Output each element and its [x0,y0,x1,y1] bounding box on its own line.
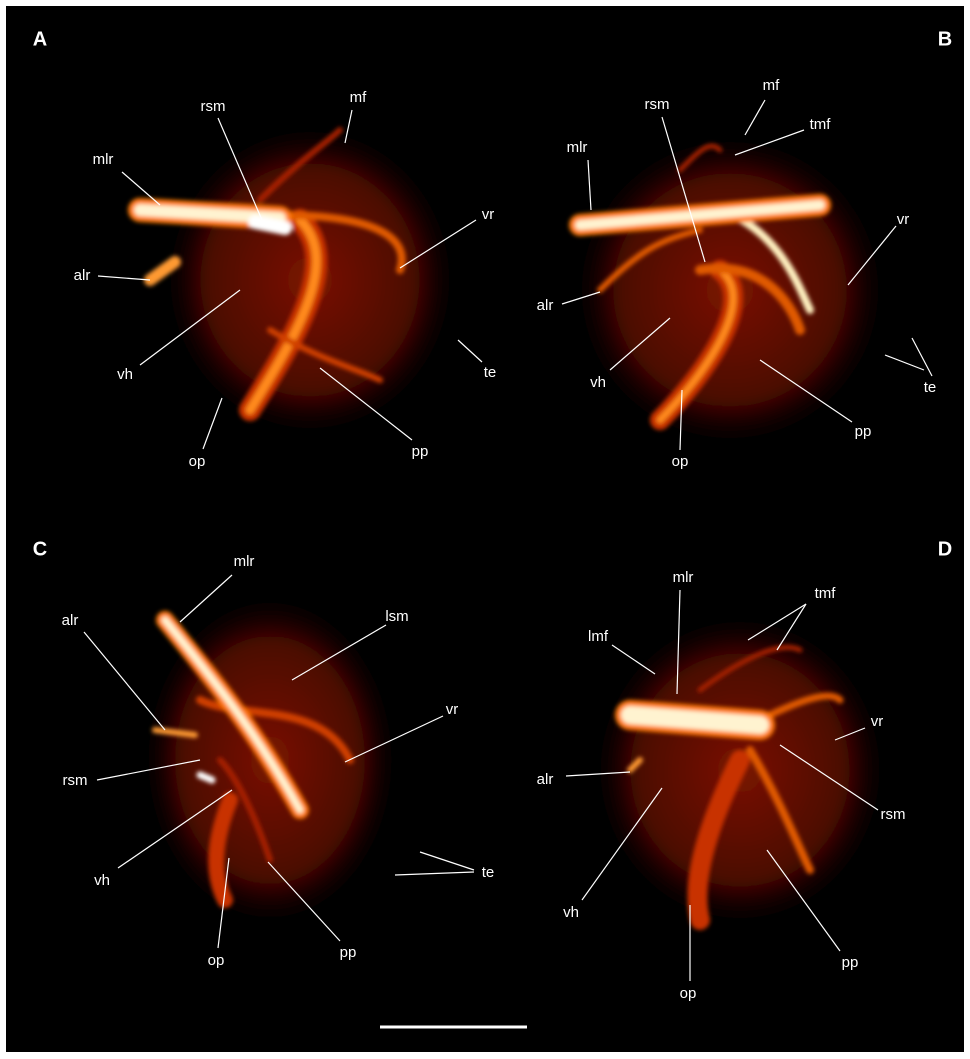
leader-line [399,219,477,269]
leader-line [766,849,841,952]
structure-label: mlr [93,151,114,168]
leader-line [759,359,853,423]
structure-label: tmf [815,585,837,602]
specimen-c [140,590,400,930]
leader-line [911,337,933,377]
leader-line [847,225,897,286]
structure-label: vh [94,872,110,889]
specimen-d [590,610,890,930]
structure-label: alr [537,297,554,314]
leader-line [734,129,805,156]
structure-label: vr [446,701,459,718]
panel-letter: D [938,538,952,560]
structure-label: mlr [673,569,694,586]
structure-label: vh [117,366,133,383]
leader-line [565,771,631,777]
structure-label: op [680,985,697,1002]
structure-label: rsm [201,98,226,115]
structure-label: pp [842,954,859,971]
structure-label: vr [897,211,910,228]
structure-label: op [208,952,225,969]
structure-label: mlr [234,553,255,570]
structure-label: te [482,864,495,881]
leader-line [319,367,413,441]
leader-line [202,397,223,450]
structure-label: te [484,364,497,381]
structure-label: vr [482,206,495,223]
panel-letter: A [33,28,47,50]
specimen-a [128,120,460,440]
structure-label: alr [537,771,554,788]
leader-line [139,289,241,366]
leader-line [83,631,166,731]
leader-line [97,275,151,281]
structure-label: op [672,453,689,470]
structure-label: vh [590,374,606,391]
leader-line [779,744,879,811]
structure-label: rsm [881,806,906,823]
leader-line [267,861,341,942]
leader-line [117,789,233,869]
panel-letter: B [938,28,952,50]
structure-label: op [189,453,206,470]
leader-line [96,759,201,781]
panel-letter: C [33,538,47,560]
leader-line [179,574,233,623]
structure-label: rsm [63,772,88,789]
leader-line [561,291,601,305]
leader-line [344,715,444,763]
leader-line [776,603,807,651]
leader-line [661,116,706,263]
leader-line [611,644,656,675]
structure-label: pp [855,423,872,440]
leader-line [581,787,663,901]
structure-label: tmf [810,116,832,133]
structure-label: mlr [567,139,588,156]
structure-label: lsm [385,608,408,625]
structure-label: vr [871,713,884,730]
leader-line [884,354,925,371]
leader-line [291,624,387,681]
leader-line [747,603,807,641]
structure-label: pp [412,443,429,460]
leader-line [457,339,483,363]
leader-line [676,589,681,695]
leader-line [217,857,230,949]
leader-line [394,871,475,876]
structure-label: mf [763,77,780,94]
structure-label: mf [350,89,367,106]
leader-line [419,851,475,871]
structure-label: lmf [588,628,609,645]
leader-line [121,171,161,206]
structure-label: te [924,379,937,396]
structure-label: vh [563,904,579,921]
structure-label: alr [74,267,91,284]
structure-label: pp [340,944,357,961]
structure-label: rsm [645,96,670,113]
structure-label: alr [62,612,79,629]
leader-line [217,117,263,221]
leader-line [344,109,353,144]
leader-line [587,159,592,211]
leader-line [609,317,671,371]
leader-line [834,727,866,741]
specimen-b [569,130,890,450]
leader-line [744,99,766,136]
leader-line [679,389,683,451]
